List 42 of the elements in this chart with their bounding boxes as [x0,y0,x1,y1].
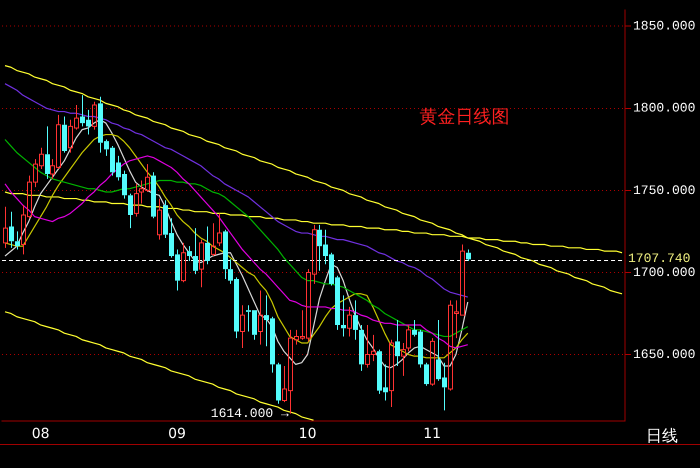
candlestick [62,116,67,154]
candlestick [134,183,139,218]
candlestick [128,193,133,229]
candlestick [205,226,210,265]
y-tick-label: 1650.000 [633,346,696,362]
y-tick-label: 1750.000 [633,182,696,198]
candlestick [276,362,281,404]
x-tick-label: 11 [423,426,442,442]
candlestick [223,229,228,280]
candlestick [424,362,429,386]
candlestick [359,324,364,372]
candlestick [15,230,20,250]
candlestick [211,222,216,257]
candlestick [181,242,186,283]
candlestick [466,248,471,262]
candlestick [187,246,192,262]
annotation: 1614.000 → [210,406,289,422]
candlestick [258,290,263,346]
candlestick [151,172,156,219]
candlestick [217,212,222,247]
candlestick [3,206,8,248]
candlestick [157,198,162,240]
candlestick [341,294,346,337]
ref-line-label: 1707.740 [628,250,690,266]
candlestick [347,306,352,337]
x-tick-label: 09 [168,426,186,442]
candlestick [45,126,50,180]
candlestick [389,339,394,408]
text: 黄金日线图 [419,106,510,128]
candlestick [401,342,406,376]
candlestick [353,300,358,340]
x-tick-label: 10 [298,426,316,442]
x-axis-title: 日线 [646,426,678,446]
candlestick [240,304,245,348]
y-tick-label: 1800.000 [633,100,696,116]
y-tick-label: 1700.000 [633,264,696,280]
candlestick [199,239,204,288]
candlestick [193,228,198,275]
candlestick [395,320,400,367]
x-tick-label: 08 [32,426,50,442]
y-tick-label: 1850.000 [633,18,696,34]
candlestick [9,211,14,248]
